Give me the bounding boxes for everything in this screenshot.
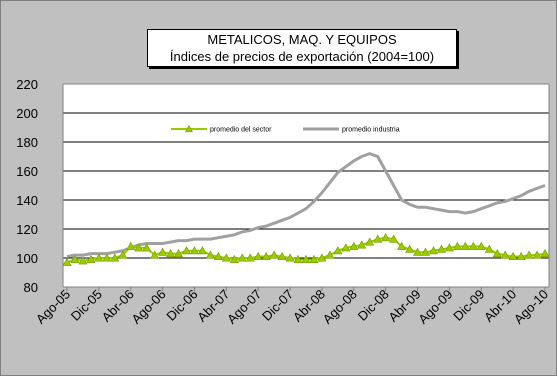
x-tick-label: Dic-08: [355, 287, 392, 324]
series-point-promedio-sector: [94, 253, 104, 262]
series-point-promedio-sector: [420, 247, 431, 256]
x-tick-label: Dic-06: [163, 287, 200, 324]
x-tick-label: Dic-05: [68, 287, 105, 324]
series-point-promedio-sector: [365, 237, 375, 246]
series-point-promedio-sector: [349, 241, 359, 250]
chart-title-box: METALICOS, MAQ. Y EQUIPOS Índices de pre…: [147, 29, 457, 67]
y-tick-label: 200: [16, 106, 38, 121]
series-point-promedio-sector: [357, 240, 367, 249]
x-tick-label: Ago-10: [511, 287, 551, 327]
series-point-promedio-sector: [516, 251, 526, 261]
series-point-promedio-sector: [532, 250, 542, 259]
series-point-promedio-sector: [397, 241, 407, 250]
x-tick-label: Ago-06: [128, 287, 168, 327]
y-tick-label: 180: [16, 135, 38, 150]
y-tick-label: 100: [16, 251, 38, 266]
chart-subtitle: Índices de precios de exportación (2004=…: [169, 49, 435, 64]
x-tick-label: Ago-05: [33, 287, 73, 327]
x-tick-label: Ago-08: [320, 287, 360, 327]
series-point-promedio-sector: [166, 249, 176, 258]
y-tick-label: 80: [24, 280, 38, 295]
series-point-promedio-sector: [468, 241, 478, 250]
x-tick-label: Ago-07: [224, 287, 264, 327]
series-point-promedio-sector: [261, 251, 271, 261]
x-tick-label: Ago-09: [415, 287, 455, 327]
y-tick-label: 140: [16, 193, 38, 208]
series-point-promedio-sector: [413, 247, 423, 256]
series-point-promedio-sector: [500, 250, 510, 259]
chart-title: METALICOS, MAQ. Y EQUIPOS: [207, 32, 397, 47]
series-point-promedio-sector: [197, 246, 207, 255]
plot-area: [63, 84, 549, 287]
series-point-promedio-sector: [142, 243, 152, 252]
series-point-promedio-sector: [285, 253, 295, 262]
series-point-promedio-sector: [524, 250, 534, 259]
series-point-promedio-sector: [134, 243, 144, 252]
series-point-promedio-sector: [102, 253, 112, 262]
series-point-promedio-sector: [174, 249, 184, 258]
series-point-promedio-sector: [333, 246, 343, 255]
series-point-promedio-sector: [253, 251, 263, 261]
series-point-promedio-sector: [62, 257, 72, 266]
legend-marker-sector: [184, 124, 194, 133]
series-point-promedio-sector: [444, 243, 454, 252]
series-point-promedio-sector: [484, 244, 494, 253]
series-point-promedio-sector: [452, 241, 462, 250]
series-point-promedio-sector: [229, 254, 239, 263]
series-point-promedio-sector: [492, 249, 502, 258]
series-point-promedio-sector: [381, 233, 391, 242]
y-tick-label: 160: [16, 164, 38, 179]
y-tick-label: 120: [16, 222, 38, 237]
series-point-promedio-sector: [86, 254, 96, 263]
series-point-promedio-sector: [221, 253, 231, 262]
x-tick-label: Dic-09: [450, 287, 487, 324]
series-point-promedio-sector: [277, 251, 287, 261]
series-point-promedio-sector: [237, 253, 247, 262]
series-point-promedio-sector: [389, 234, 399, 243]
series-point-promedio-sector: [460, 241, 470, 250]
series-point-promedio-sector: [78, 256, 88, 265]
series-point-promedio-sector: [213, 251, 223, 261]
series-point-promedio-sector: [293, 254, 303, 263]
y-axis: 220 200 180 160 140 120 100 80: [16, 77, 64, 295]
series-point-promedio-sector: [476, 241, 486, 250]
series-point-promedio-sector: [205, 250, 215, 259]
series-point-promedio-sector: [118, 250, 128, 259]
series-point-promedio-sector: [405, 244, 415, 253]
series-point-promedio-sector: [325, 250, 335, 259]
series-point-promedio-sector: [301, 254, 311, 263]
series-point-promedio-sector: [189, 246, 199, 255]
series-point-promedio-sector: [158, 247, 168, 256]
series-point-promedio-sector: [436, 244, 446, 253]
series-point-promedio-sector: [341, 243, 351, 252]
series-point-promedio-sector: [540, 249, 550, 258]
series-point-promedio-sector: [269, 250, 279, 259]
series-point-promedio-sector: [508, 251, 518, 261]
series-point-promedio-sector: [126, 241, 136, 250]
legend-label-industria: promedio industria: [342, 127, 400, 134]
x-tick-label: Dic-07: [259, 287, 296, 324]
series-lines: [62, 152, 550, 266]
series-point-promedio-sector: [317, 253, 327, 262]
series-point-promedio-sector: [70, 254, 80, 263]
legend-label-sector: promedio del sector: [210, 127, 272, 134]
series-point-promedio-sector: [373, 234, 383, 243]
series-point-promedio-sector: [110, 253, 120, 262]
series-point-promedio-sector: [428, 246, 438, 255]
series-point-promedio-sector: [181, 246, 192, 255]
legend: promedio del sector promedio industria: [171, 124, 400, 134]
series-point-promedio-sector: [245, 253, 255, 262]
y-tick-label: 220: [16, 77, 38, 92]
series-point-promedio-sector: [309, 254, 319, 263]
series-point-promedio-sector: [150, 250, 160, 259]
